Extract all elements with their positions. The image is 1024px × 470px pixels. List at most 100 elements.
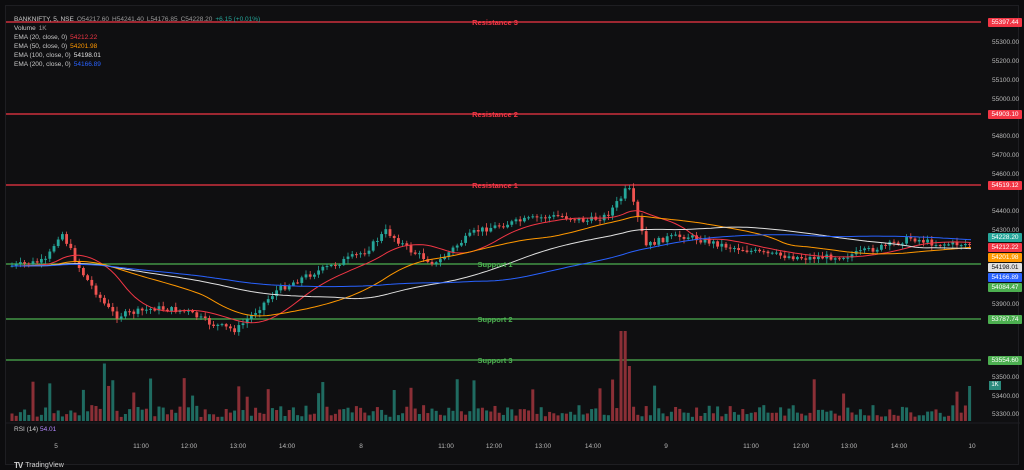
candle-body: [678, 234, 682, 238]
candle-body: [489, 227, 493, 232]
candle-body: [266, 299, 270, 303]
volume-bar: [812, 379, 816, 421]
volume-bar: [783, 415, 787, 421]
volume-bar: [199, 416, 203, 421]
candle-body: [766, 251, 770, 254]
candle-body: [544, 217, 547, 219]
candle-body: [913, 238, 917, 242]
volume-bar: [711, 413, 715, 421]
volume-bar: [590, 409, 594, 421]
volume-bar: [846, 407, 850, 421]
tradingview-logo[interactable]: TV TradingView: [14, 461, 64, 470]
y-axis-label: 54300.00: [992, 227, 1020, 234]
volume-bar: [556, 415, 560, 421]
volume-bar: [426, 413, 430, 421]
volume-bar: [178, 406, 182, 421]
ema100-label[interactable]: EMA (100, close, 0): [14, 52, 71, 59]
volume-label[interactable]: Volume: [14, 25, 36, 32]
volume-bar: [31, 381, 35, 421]
resistance-2-label: Resistance 2: [472, 110, 518, 119]
volume-bar: [464, 414, 468, 421]
candle-body: [212, 324, 215, 326]
chart-panel[interactable]: BANKNIFTY, 5, NSE O54217.60 H54241.40 L5…: [5, 5, 1022, 470]
volume-bar: [875, 415, 879, 421]
candle-body: [796, 257, 799, 260]
volume-bar: [598, 388, 602, 421]
ema20-label[interactable]: EMA (20, close, 0): [14, 34, 68, 41]
candle-body: [73, 248, 77, 262]
candle-body: [187, 310, 190, 312]
tradingview-brand: TradingView: [25, 462, 64, 469]
volume-bar: [216, 416, 220, 421]
volume-bar: [115, 410, 119, 421]
volume-bar: [203, 409, 207, 421]
candle-body: [892, 241, 896, 243]
volume-bar: [602, 414, 606, 421]
volume-bar: [825, 411, 829, 421]
volume-bar: [170, 409, 174, 421]
candle-body: [342, 258, 346, 265]
candle-body: [19, 262, 22, 264]
volume-bar: [153, 416, 157, 421]
rsi-legend[interactable]: RSI (14) 54.01: [14, 426, 56, 433]
ema100-price-tag: 54198.01: [988, 263, 1022, 272]
volume-bar: [300, 416, 304, 421]
candle-body: [90, 279, 94, 286]
candle-body: [733, 248, 736, 250]
candle-body: [111, 307, 115, 312]
ema200-label[interactable]: EMA (200, close, 0): [14, 61, 71, 68]
candle-body: [472, 230, 476, 233]
s2-price-tag: 53787.74: [988, 315, 1022, 324]
candle-body: [65, 234, 68, 244]
candle-body: [644, 231, 648, 246]
candle-body: [959, 245, 963, 247]
candle-body: [439, 259, 442, 263]
y-axis-label: 55000.00: [992, 96, 1020, 103]
candle-body: [901, 243, 904, 245]
candle-body: [518, 219, 522, 222]
volume-bar: [606, 415, 610, 421]
volume-bar: [52, 413, 56, 421]
volume-bar: [363, 412, 367, 421]
volume-bar: [653, 385, 657, 421]
candle-body: [254, 313, 257, 315]
candle-body: [94, 285, 98, 295]
ema50-label[interactable]: EMA (50, close, 0): [14, 43, 68, 50]
last-price-tag: 54228.20: [988, 233, 1022, 242]
volume-bar: [367, 415, 371, 421]
candle-body: [40, 258, 43, 263]
candle-body: [560, 216, 564, 218]
candle-body: [686, 237, 690, 239]
volume-bar: [762, 405, 766, 421]
volume-bar: [468, 411, 472, 421]
candle-body: [791, 256, 795, 260]
volume-bar: [140, 409, 144, 421]
volume-bar: [644, 406, 648, 421]
x-axis-label: 9: [664, 443, 668, 450]
volume-bar: [728, 406, 732, 421]
price-chart[interactable]: [6, 6, 1020, 466]
volume-bar: [317, 393, 321, 421]
volume-bar: [56, 410, 60, 421]
r1-price-tag: 54519.12: [988, 181, 1022, 190]
volume-bar: [279, 406, 283, 421]
volume-bar: [674, 406, 678, 421]
candle-body: [241, 323, 245, 326]
candle-body: [434, 262, 438, 265]
volume-bar: [758, 407, 762, 421]
candle-body: [632, 188, 635, 202]
candle-body: [376, 240, 379, 242]
volume-bar: [619, 331, 623, 421]
candle-body: [271, 296, 274, 300]
volume-bar: [560, 413, 564, 421]
candle-body: [245, 319, 249, 324]
symbol-label[interactable]: BANKNIFTY, 5, NSE: [14, 16, 74, 23]
volume-bar: [522, 409, 526, 421]
volume-bar: [60, 416, 64, 421]
candle-body: [203, 316, 207, 319]
candle-body: [770, 252, 774, 254]
candle-body: [287, 285, 291, 290]
volume-bar: [627, 366, 631, 421]
candle-body: [833, 258, 837, 260]
volume-bar: [955, 391, 959, 421]
